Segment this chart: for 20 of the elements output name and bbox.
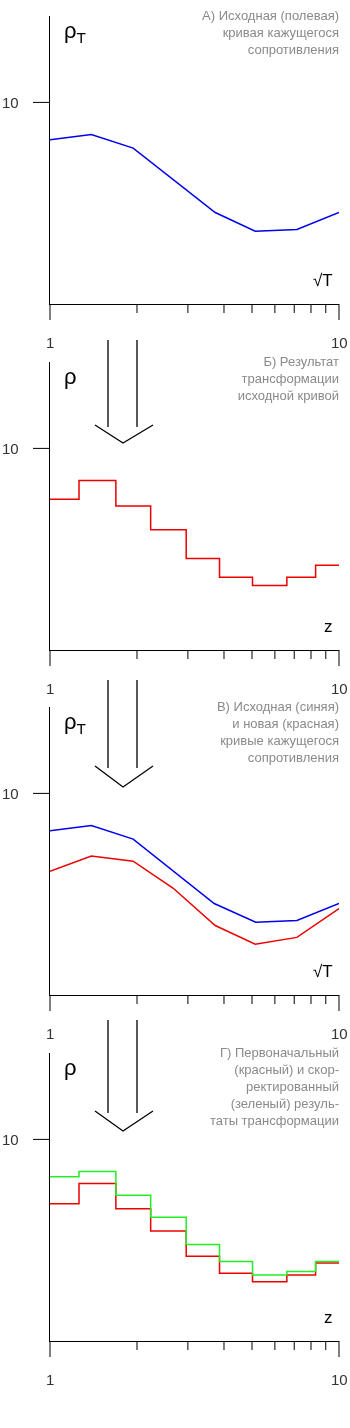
chart-title: Г) Первоначальный (красный) и скор- ректированный (зеленый) резуль- таты трансформации bbox=[209, 1045, 339, 1128]
x-tick-label: 1 bbox=[46, 680, 55, 697]
chart-title: Б) Результат трансформации исходной кривой bbox=[237, 354, 340, 404]
y-axis-title: ρ bbox=[64, 364, 77, 389]
y-axis-title: ρ$_{T}$ bbox=[64, 18, 87, 46]
text: 10 bbox=[2, 1131, 19, 1148]
text: 10 bbox=[2, 440, 19, 457]
x-axis-title: √T bbox=[313, 271, 333, 290]
x-tick-label: 1 bbox=[46, 1371, 55, 1388]
x-axis-title: z bbox=[324, 617, 333, 636]
x-tick-label: 1 bbox=[46, 1025, 55, 1042]
text: 10 bbox=[2, 785, 19, 802]
y-axis-title: ρ bbox=[64, 1055, 77, 1080]
x-axis-title: z bbox=[324, 1308, 333, 1327]
x-tick-label: 1 bbox=[46, 334, 55, 351]
y-axis-title: ρ$_{T}$ bbox=[64, 709, 87, 737]
chart-title: В) Исходная (синяя) и новая (красная) кривые кажущегося сопротивления bbox=[216, 699, 339, 766]
text: 10 bbox=[2, 94, 19, 111]
x-axis-title: √T bbox=[313, 962, 333, 981]
chart-title: А) Исходная (полевая) кривая кажущегося сопротивления bbox=[202, 8, 339, 58]
